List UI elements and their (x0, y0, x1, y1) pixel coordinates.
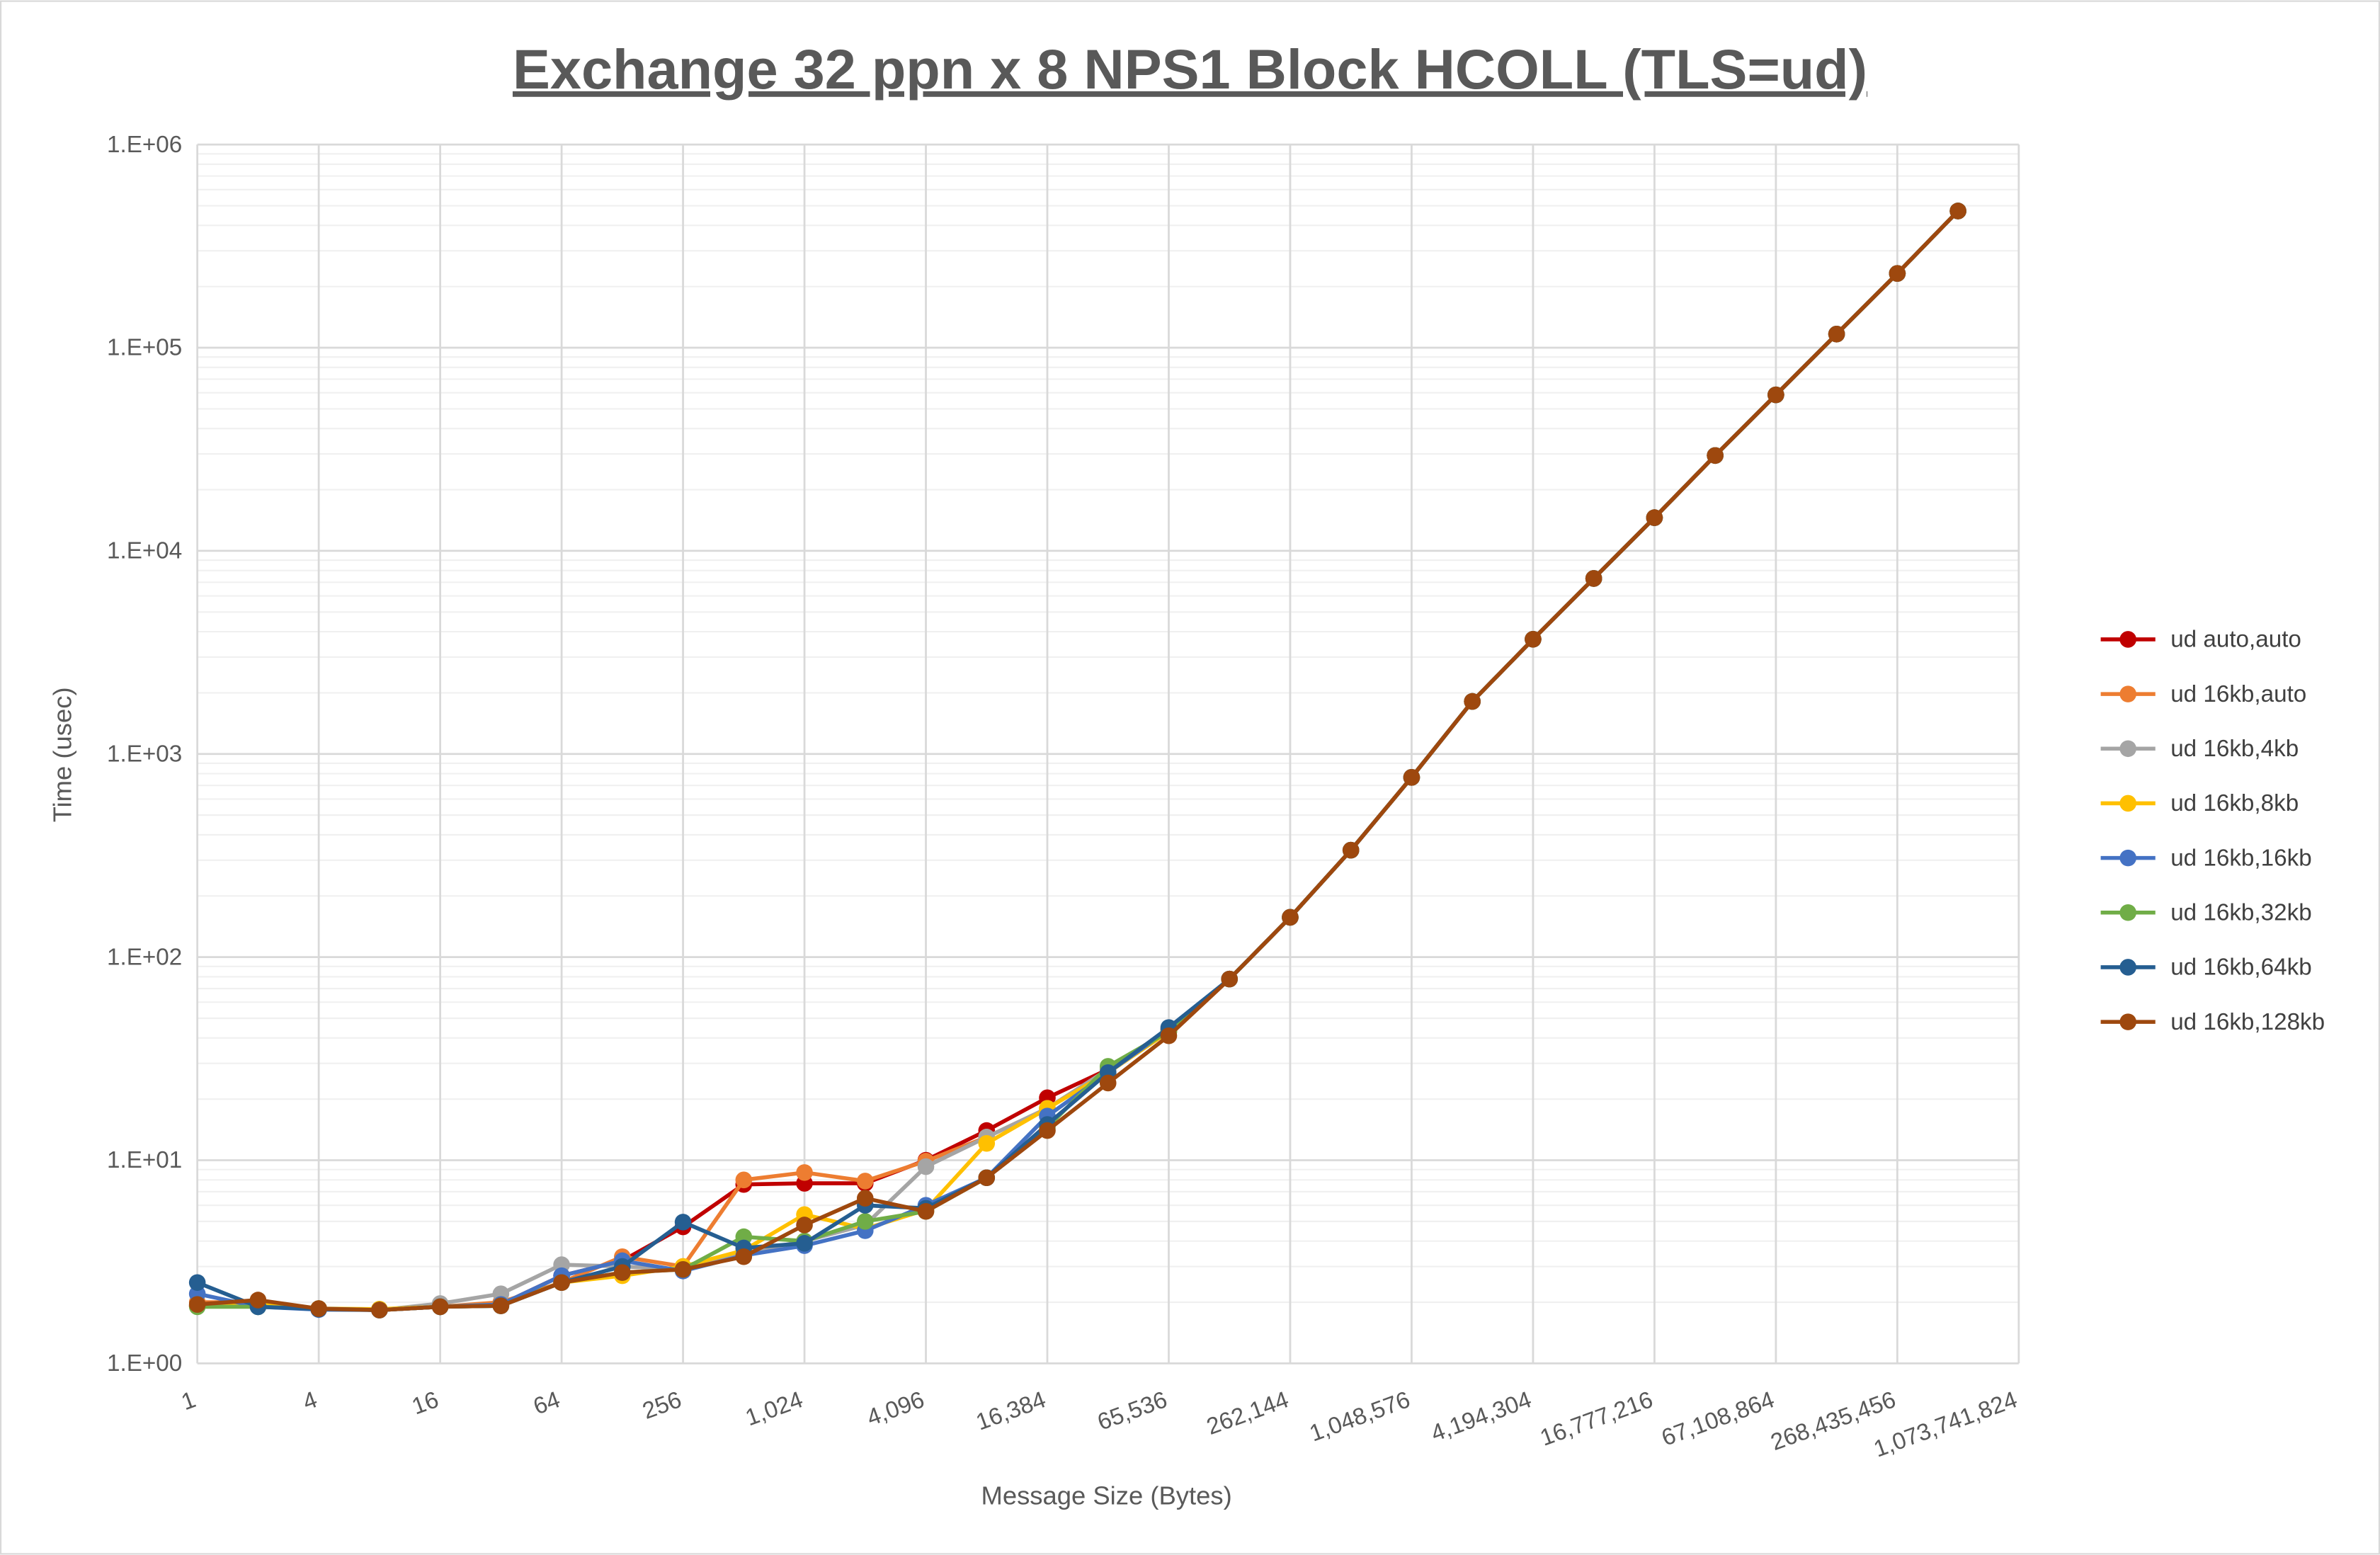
y-axis-label: Time (usec) (48, 687, 77, 822)
data-point (796, 1235, 813, 1252)
data-point (1099, 1074, 1117, 1092)
legend-label: ud 16kb,32kb (2170, 899, 2311, 925)
legend-label: ud 16kb,auto (2170, 681, 2306, 707)
legend-label: ud 16kb,8kb (2170, 790, 2299, 816)
data-point (917, 1158, 935, 1175)
data-point (1707, 447, 1724, 465)
y-tick-label: 1.E+01 (107, 1147, 182, 1173)
legend-label: ud 16kb,16kb (2170, 845, 2311, 871)
data-point (978, 1169, 996, 1187)
data-point (1342, 841, 1360, 859)
legend: ud auto,auto ud 16kb,auto ud 16kb,4kb ud 16… (2100, 627, 2325, 1035)
data-point (1828, 326, 1845, 343)
y-tick-label: 1.E+02 (107, 944, 182, 970)
legend-marker (2119, 685, 2136, 702)
data-point (1525, 631, 1542, 648)
data-point (553, 1274, 570, 1292)
data-point (371, 1301, 388, 1318)
data-point (1464, 693, 1481, 710)
y-tick-label: 1.E+00 (107, 1350, 182, 1377)
series-lines (188, 203, 1966, 1318)
y-tick-label: 1.E+03 (107, 741, 182, 767)
y-tick-label: 1.E+06 (107, 132, 182, 158)
legend-marker (2119, 794, 2136, 812)
data-point (1282, 908, 1299, 926)
gridlines (196, 143, 2020, 1365)
chart-title: Exchange 32 ppn x 8 NPS1 Block HCOLL (TL… (513, 38, 1867, 101)
legend-marker (2119, 849, 2136, 867)
data-point (1889, 265, 1906, 282)
legend-marker (2119, 1013, 2136, 1030)
data-point (857, 1173, 874, 1190)
legend-label: ud 16kb,64kb (2170, 955, 2311, 981)
data-point (978, 1134, 996, 1152)
data-point (796, 1164, 813, 1181)
data-point (735, 1248, 753, 1265)
data-point (674, 1260, 692, 1278)
legend-marker (2119, 959, 2136, 976)
data-point (188, 1296, 206, 1313)
legend-label: ud auto,auto (2170, 627, 2301, 653)
y-tick-label: 1.E+05 (107, 335, 182, 361)
data-point (1646, 509, 1663, 526)
data-point (1767, 386, 1784, 404)
legend-marker (2119, 904, 2136, 921)
x-axis-label: Message Size (Bytes) (981, 1481, 1231, 1510)
series-ud-16kb-128kb (188, 203, 1966, 1318)
data-point (917, 1202, 935, 1220)
data-point (1160, 1027, 1178, 1044)
legend-label: ud 16kb,128kb (2170, 1009, 2325, 1035)
data-point (188, 1274, 206, 1292)
data-point (796, 1217, 813, 1234)
data-point (614, 1264, 631, 1281)
series-line (197, 210, 1960, 1312)
data-point (1221, 970, 1239, 988)
y-tick-label: 1.E+04 (107, 538, 182, 564)
data-point (249, 1292, 267, 1309)
data-point (1039, 1122, 1056, 1139)
data-point (492, 1297, 510, 1314)
data-point (431, 1298, 449, 1316)
data-point (857, 1213, 874, 1230)
data-point (857, 1190, 874, 1207)
data-point (674, 1214, 692, 1231)
legend-marker (2119, 631, 2136, 648)
data-point (735, 1171, 753, 1189)
data-point (1403, 769, 1420, 786)
data-point (1585, 570, 1602, 587)
legend-label: ud 16kb,4kb (2170, 736, 2299, 762)
legend-marker (2119, 740, 2136, 758)
data-point (310, 1300, 327, 1317)
data-point (1949, 203, 1966, 220)
y-tick-labels: 1.E+00 1.E+01 1.E+02 1.E+03 1.E+04 1.E+05 1.E+… (107, 132, 182, 1377)
